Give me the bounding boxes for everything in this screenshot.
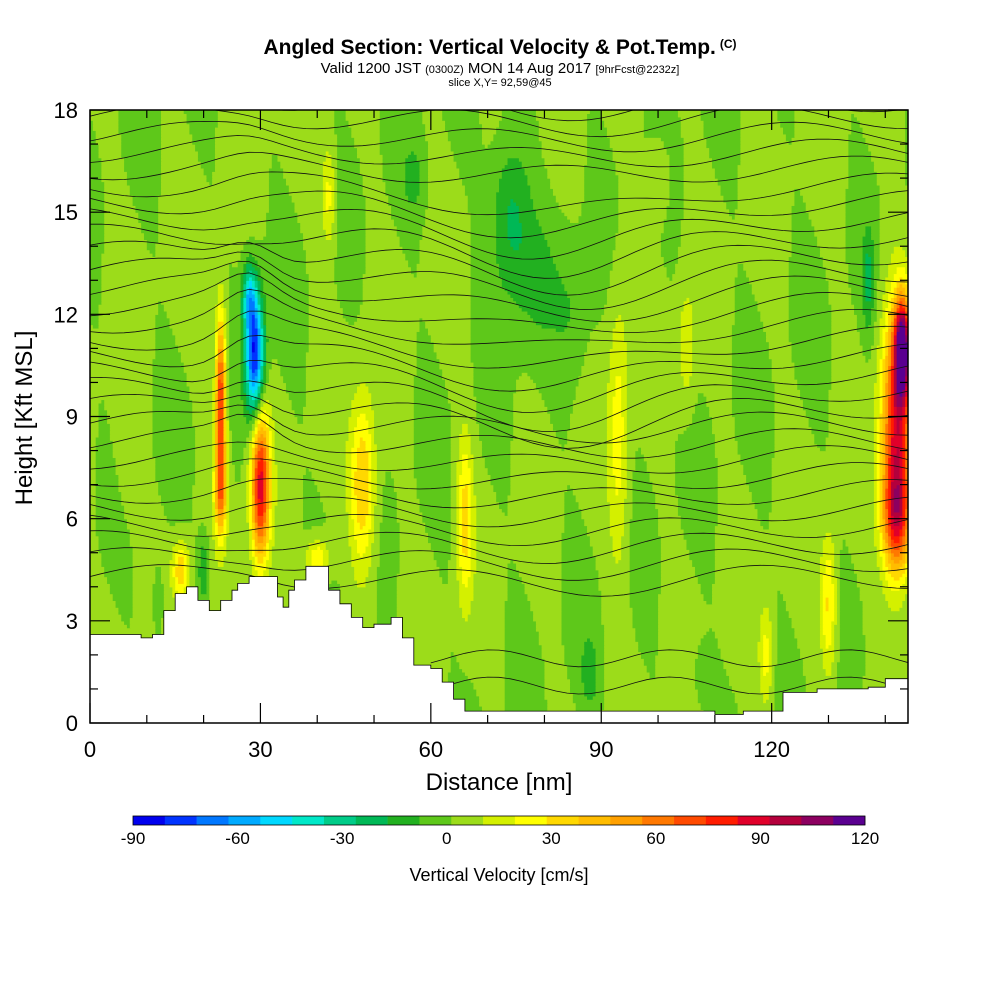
colorbar-tick-label: -90 xyxy=(121,829,146,848)
colorbar-tick-label: 0 xyxy=(442,829,451,848)
y-tick-label: 0 xyxy=(66,711,78,736)
colorbar-swatch xyxy=(355,816,388,825)
colorbar-swatch xyxy=(419,816,452,825)
x-tick-label: 30 xyxy=(248,737,272,762)
colorbar-tick-label: 90 xyxy=(751,829,770,848)
y-axis-label: Height [Kft MSL] xyxy=(11,331,38,506)
colorbar-swatch xyxy=(833,816,866,825)
colorbar-swatch xyxy=(737,816,770,825)
colorbar-swatch xyxy=(323,816,357,825)
colorbar-swatch xyxy=(546,816,579,825)
y-tick-label: 9 xyxy=(66,405,78,430)
valid-prefix: Valid 1200 JST xyxy=(320,60,421,77)
colorbar: -90 -60 -30 0 30 60 90 120 xyxy=(121,815,879,848)
colorbar-swatch xyxy=(133,816,166,825)
colorbar-swatch xyxy=(801,816,834,825)
terrain xyxy=(89,565,909,724)
slice-info: slice X,Y= 92,59@45 xyxy=(448,77,552,89)
potential-temperature-contours xyxy=(90,110,908,695)
colorbar-tick-label: 30 xyxy=(542,829,561,848)
y-tick-label: 12 xyxy=(54,302,78,327)
colorbar-swatch xyxy=(164,816,197,825)
valid-time: Valid 1200 JST (0300Z) MON 14 Aug 2017 [… xyxy=(0,60,1000,77)
colorbar-swatch xyxy=(260,816,293,825)
colorbar-swatch xyxy=(387,816,420,825)
x-tick-label: 60 xyxy=(419,737,443,762)
copyright-mark: (C) xyxy=(719,37,737,51)
y-tick-label: 15 xyxy=(54,200,78,225)
axis-ticks: 0 30 60 90 120 0 3 6 9 12 15 18 xyxy=(54,98,908,762)
valid-z: (0300Z) xyxy=(425,64,464,76)
colorbar-swatch xyxy=(292,816,325,825)
colorbar-tick-label: 60 xyxy=(646,829,665,848)
colorbar-swatch xyxy=(642,816,675,825)
chart-title-text: Angled Section: Vertical Velocity & Pot.… xyxy=(263,36,716,59)
x-axis-label: Distance [nm] xyxy=(426,769,573,796)
colorbar-swatch xyxy=(610,816,643,825)
y-tick-label: 6 xyxy=(66,507,78,532)
colorbar-swatch xyxy=(578,816,611,825)
forecast-info: [9hrFcst@2232z] xyxy=(595,64,680,76)
x-tick-label: 120 xyxy=(753,737,790,762)
colorbar-tick-label: -30 xyxy=(330,829,355,848)
valid-date: MON 14 Aug 2017 xyxy=(467,60,592,77)
colorbar-swatch xyxy=(769,816,802,825)
colorbar-swatch xyxy=(483,816,516,825)
colorbar-swatch xyxy=(196,816,229,825)
colorbar-swatch xyxy=(228,816,261,825)
colorbar-swatch xyxy=(451,816,484,825)
colorbar-tick-label: -60 xyxy=(225,829,250,848)
x-tick-label: 0 xyxy=(84,737,96,762)
colorbar-swatch xyxy=(674,816,707,825)
y-tick-label: 3 xyxy=(66,609,78,634)
colorbar-label: Vertical Velocity [cm/s] xyxy=(409,865,588,885)
chart-title: Angled Section: Vertical Velocity & Pot.… xyxy=(0,36,1000,60)
y-tick-label: 18 xyxy=(54,98,78,123)
colorbar-swatch xyxy=(705,816,738,825)
colorbar-swatch xyxy=(514,816,548,825)
x-tick-label: 90 xyxy=(589,737,613,762)
colorbar-tick-label: 120 xyxy=(851,829,879,848)
